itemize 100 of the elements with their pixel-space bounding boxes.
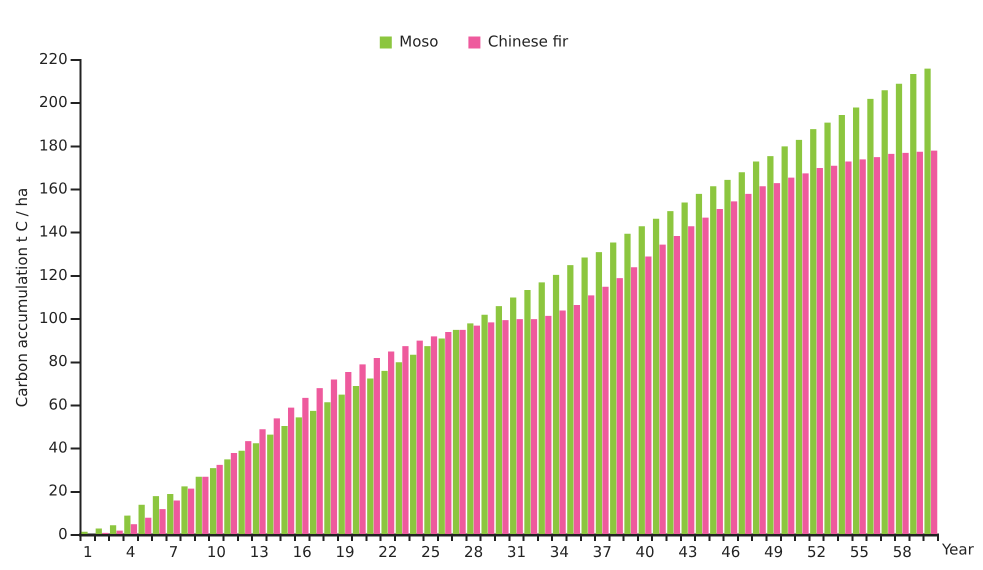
bar	[660, 244, 666, 534]
bar	[467, 323, 474, 534]
bar	[452, 330, 460, 534]
y-tick-label: 180	[38, 136, 68, 154]
bar	[324, 402, 331, 534]
legend-label: Moso	[399, 32, 438, 50]
x-tick-label: 16	[292, 542, 312, 561]
bar	[596, 252, 602, 534]
bar	[916, 152, 923, 534]
x-tick-label: 7	[168, 542, 178, 561]
bar	[782, 146, 788, 534]
bar	[416, 340, 423, 534]
x-tick-label: 13	[250, 542, 269, 561]
bar	[345, 372, 352, 534]
bar	[274, 418, 280, 534]
bar	[245, 441, 252, 534]
bar	[488, 322, 494, 534]
y-tick-label: 0	[58, 524, 68, 543]
bar	[124, 516, 130, 534]
bar	[710, 186, 716, 534]
bar	[788, 178, 794, 534]
bar	[730, 201, 738, 534]
bar	[316, 388, 323, 534]
bar	[216, 464, 223, 534]
bar	[288, 408, 294, 534]
y-tick-label: 40	[48, 438, 68, 457]
bar	[402, 346, 409, 534]
bar	[252, 443, 260, 534]
x-tick-label: 37	[592, 542, 612, 561]
y-axis-title: Carbon accumulation t C / ha	[12, 188, 31, 408]
bar	[410, 354, 416, 534]
bar	[838, 115, 845, 534]
bar	[724, 180, 731, 534]
bar	[474, 326, 480, 534]
legend-label: Chinese fir	[488, 32, 570, 50]
bar	[174, 500, 180, 534]
bar	[145, 518, 152, 534]
bar	[267, 434, 274, 534]
bar	[931, 150, 938, 534]
bar	[502, 320, 509, 534]
x-tick-label: 43	[678, 542, 698, 561]
bar	[481, 314, 488, 534]
bar	[381, 370, 388, 534]
bar	[510, 298, 516, 534]
bar	[224, 459, 231, 534]
bar	[602, 286, 609, 534]
bar	[896, 84, 902, 534]
y-tick-label: 100	[38, 308, 68, 327]
bar	[367, 378, 374, 534]
bar	[167, 494, 174, 534]
bar	[567, 265, 574, 534]
y-tick-label: 80	[48, 352, 68, 370]
y-tick-label: 140	[38, 222, 68, 241]
x-tick-label: 28	[464, 542, 484, 561]
x-tick-label: 34	[550, 542, 569, 561]
bar	[388, 351, 394, 534]
x-tick-label: 22	[378, 542, 398, 561]
bar	[281, 426, 288, 534]
bar	[552, 274, 560, 534]
x-tick-label: 46	[721, 542, 740, 561]
x-tick-label: 1	[83, 542, 93, 561]
bar	[667, 211, 674, 534]
x-axis-title: Year	[941, 540, 975, 558]
bar	[810, 129, 816, 534]
bar	[181, 486, 188, 534]
y-tick-label: 120	[38, 266, 68, 284]
bar	[752, 161, 760, 534]
bar	[674, 236, 680, 534]
bar	[110, 525, 116, 534]
bar	[524, 290, 531, 534]
x-tick-label: 10	[206, 542, 226, 561]
bar	[702, 218, 709, 534]
bar	[845, 161, 852, 534]
bar	[902, 152, 909, 534]
bar	[774, 183, 780, 534]
bar	[652, 218, 660, 534]
bar	[152, 496, 160, 534]
bar	[824, 122, 831, 534]
bar	[760, 186, 766, 534]
bar	[424, 346, 431, 534]
bar	[302, 398, 309, 534]
bar	[116, 530, 123, 534]
bar	[296, 417, 302, 534]
bar	[688, 226, 694, 534]
bar	[459, 330, 466, 534]
x-tick-label: 58	[892, 542, 912, 561]
bar	[430, 336, 438, 534]
bar	[830, 166, 838, 534]
bar	[230, 452, 238, 534]
bar	[588, 295, 594, 534]
bar	[396, 362, 402, 534]
bar	[682, 202, 688, 534]
y-tick-label: 220	[38, 50, 68, 68]
bar	[574, 305, 580, 534]
y-tick-label: 60	[48, 395, 68, 414]
bar	[545, 316, 552, 534]
bar	[624, 234, 631, 534]
bar	[159, 509, 166, 534]
bar	[210, 468, 216, 534]
bar	[530, 319, 538, 534]
